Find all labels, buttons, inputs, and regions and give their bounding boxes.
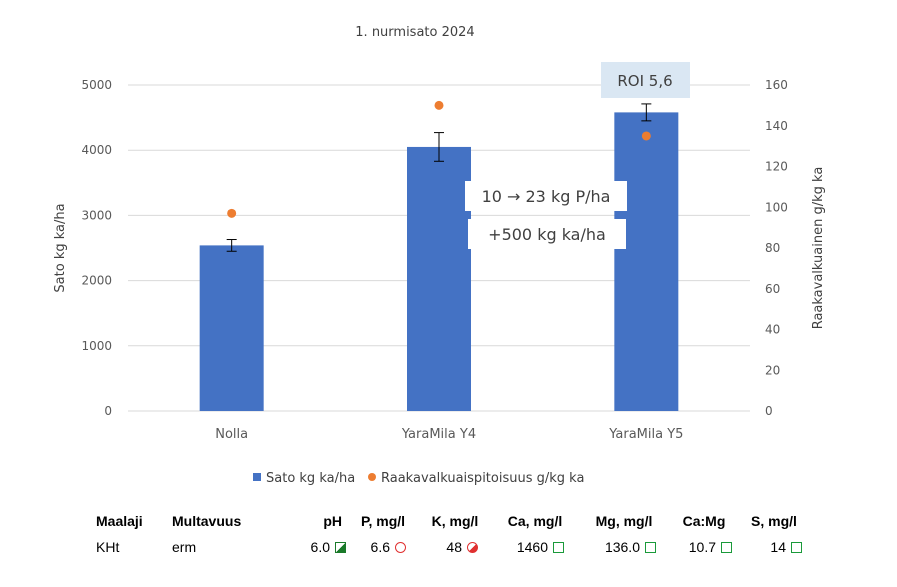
error-bars <box>226 103 652 252</box>
y2-tick-label: 40 <box>765 323 780 337</box>
chart-title: 1. nurmisato 2024 <box>355 25 474 40</box>
value-mg: 136.0 <box>604 539 640 555</box>
y-tick-label: 4000 <box>81 143 112 157</box>
legend-bar-swatch <box>253 473 261 481</box>
empty-red-circle-icon <box>395 542 406 553</box>
value-ca: 1460 <box>516 539 548 555</box>
soil-value-row: KHt erm 6.0 6.6 48 1460 136.0 10.7 14 <box>96 534 810 560</box>
empty-green-square-icon <box>553 542 564 553</box>
empty-green-square-icon <box>645 542 656 553</box>
x-axis-ticks: Nolla YaraMila Y4 YaraMila Y5 <box>215 427 683 442</box>
value-multavuus: erm <box>172 539 197 555</box>
soil-header-row: Maalaji Multavuus pH P, mg/l K, mg/l Ca,… <box>96 508 810 534</box>
legend-dot-label: Raakavalkuaispitoisuus g/kg ka <box>381 471 584 486</box>
protein-point <box>227 208 237 218</box>
cell-camg: 10.7 <box>670 534 738 560</box>
chart: 1. nurmisato 2024 010002000300040005000 … <box>53 25 826 486</box>
cell-ca: 1460 <box>492 534 578 560</box>
header-s: S, mg/l <box>751 513 797 529</box>
half-filled-red-circle-icon <box>467 542 478 553</box>
header-multavuus: Multavuus <box>172 513 242 529</box>
y2-tick-label: 0 <box>765 404 773 418</box>
y2-tick-label: 20 <box>765 363 780 377</box>
y-tick-label: 3000 <box>81 208 112 222</box>
legend-dot-swatch <box>368 473 376 481</box>
cell-p: 6.6 <box>348 534 418 560</box>
y2-tick-label: 80 <box>765 241 780 255</box>
legend: Sato kg ka/ha Raakavalkuaispitoisuus g/k… <box>253 471 584 486</box>
value-k: 48 <box>446 539 462 555</box>
value-ph: 6.0 <box>310 539 330 555</box>
category-label: YaraMila Y5 <box>608 427 683 442</box>
cell-ph: 6.0 <box>280 534 348 560</box>
value-camg: 10.7 <box>688 539 716 555</box>
phosphorus-annotation: 10 → 23 kg P/ha <box>465 181 627 211</box>
header-camg: Ca:Mg <box>682 513 726 529</box>
category-label: Nolla <box>215 427 248 442</box>
header-k: K, mg/l <box>431 513 479 529</box>
gain-label: +500 kg ka/ha <box>488 225 606 244</box>
header-ca: Ca, mg/l <box>507 513 563 529</box>
protein-point <box>641 131 651 141</box>
protein-point <box>434 100 444 110</box>
y-tick-label: 1000 <box>81 339 112 353</box>
half-filled-green-square-icon <box>335 542 346 553</box>
empty-green-square-icon <box>721 542 732 553</box>
empty-green-square-icon <box>791 542 802 553</box>
header-p: P, mg/l <box>360 513 406 529</box>
bar <box>614 112 679 411</box>
y2-tick-label: 160 <box>765 78 788 92</box>
cell-k: 48 <box>418 534 492 560</box>
roi-label: ROI 5,6 <box>617 72 672 90</box>
value-p: 6.6 <box>370 539 390 555</box>
roi-annotation: ROI 5,6 <box>601 62 690 98</box>
header-ph: pH <box>323 513 342 529</box>
phosphorus-label: 10 → 23 kg P/ha <box>482 187 611 206</box>
category-label: YaraMila Y4 <box>401 427 476 442</box>
legend-bar-label: Sato kg ka/ha <box>266 471 355 486</box>
header-mg: Mg, mg/l <box>595 513 653 529</box>
y-tick-label: 0 <box>104 404 112 418</box>
cell-s: 14 <box>738 534 810 560</box>
soil-analysis-table: Maalaji Multavuus pH P, mg/l K, mg/l Ca,… <box>96 508 810 560</box>
bars <box>199 112 679 411</box>
y-tick-label: 2000 <box>81 274 112 288</box>
y2-tick-label: 120 <box>765 160 788 174</box>
y2-tick-label: 140 <box>765 119 788 133</box>
header-maalaji: Maalaji <box>96 513 143 529</box>
y2-axis-ticks: 0 20 40 60 80 100 120 140 160 <box>765 78 788 418</box>
y-axis-ticks: 0 1000 2000 3000 4000 5000 <box>81 78 112 418</box>
cell-mg: 136.0 <box>578 534 670 560</box>
bar <box>199 245 264 411</box>
gain-annotation: +500 kg ka/ha <box>468 219 626 249</box>
y2-axis-label: Raakavalkuainen g/kg ka <box>811 167 826 330</box>
y-axis-label: Sato kg ka/ha <box>53 203 68 292</box>
value-s: 14 <box>770 539 786 555</box>
y2-tick-label: 60 <box>765 282 780 296</box>
y-tick-label: 5000 <box>81 78 112 92</box>
bar <box>407 146 471 411</box>
protein-points <box>227 100 651 218</box>
value-maalaji: KHt <box>96 539 120 555</box>
y2-tick-label: 100 <box>765 200 788 214</box>
